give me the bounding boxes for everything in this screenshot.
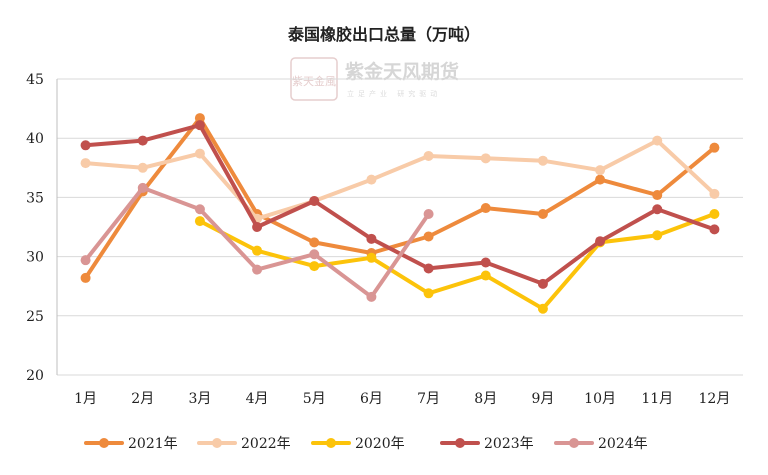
legend-label: 2024年 <box>598 436 648 452</box>
legend-item: 2020年 <box>311 436 405 452</box>
legend-swatch-marker <box>569 438 579 448</box>
series-line <box>197 212 717 311</box>
x-tick-label: 12月 <box>699 391 731 407</box>
legend-item: 2022年 <box>197 436 291 452</box>
data-point <box>537 278 548 289</box>
watermark-seal-text: 紫天金風 <box>292 74 336 88</box>
data-point <box>252 264 263 275</box>
data-point <box>252 222 263 232</box>
data-point <box>309 195 320 206</box>
data-point <box>366 252 377 263</box>
data-point <box>537 303 548 314</box>
x-tick-label: 10月 <box>584 391 616 407</box>
y-tick-label: 20 <box>26 368 44 384</box>
x-tick-label: 8月 <box>474 391 497 407</box>
data-point <box>366 233 377 244</box>
series-line <box>83 123 717 286</box>
data-point <box>137 135 148 146</box>
y-tick-label: 30 <box>26 250 44 266</box>
data-point <box>80 255 91 266</box>
data-point <box>423 231 434 242</box>
data-point <box>423 208 434 219</box>
y-axis-labels: 20 25 30 35 40 45 <box>26 72 44 384</box>
watermark-name: 紫金天风期货 <box>345 60 459 83</box>
data-point <box>595 174 606 185</box>
data-point <box>423 288 434 299</box>
data-point <box>80 158 91 169</box>
series-lines <box>80 113 720 314</box>
y-tick-label: 25 <box>26 309 44 325</box>
data-point <box>652 190 663 201</box>
data-point <box>652 135 663 146</box>
data-point <box>537 208 548 219</box>
data-point <box>480 270 491 281</box>
x-tick-label: 6月 <box>360 391 383 407</box>
legend-item: 2021年 <box>84 436 178 452</box>
data-point <box>80 272 91 283</box>
data-point <box>595 165 606 176</box>
data-point <box>137 162 148 173</box>
data-point <box>252 245 263 256</box>
legend-swatch-marker <box>326 438 336 448</box>
legend-swatch-marker <box>212 438 222 448</box>
x-tick-label: 7月 <box>417 391 440 407</box>
data-point <box>709 208 720 219</box>
data-point <box>537 155 548 166</box>
series-3 <box>194 208 720 314</box>
legend-label: 2023年 <box>484 436 534 452</box>
data-point <box>480 153 491 164</box>
watermark-subtitle: 立足产业 研究驱动 <box>347 89 441 98</box>
watermark: 紫天金風 紫金天风期货 立足产业 研究驱动 <box>290 57 459 101</box>
series-5 <box>80 182 434 302</box>
x-tick-label: 1月 <box>74 391 97 407</box>
data-point <box>595 236 606 247</box>
data-point <box>194 216 205 227</box>
data-point <box>709 224 720 235</box>
data-point <box>194 204 205 215</box>
data-point <box>194 113 205 124</box>
legend-swatch-marker <box>99 438 109 448</box>
data-point <box>709 142 720 153</box>
data-point <box>423 263 434 274</box>
x-tick-label: 2月 <box>131 391 154 407</box>
x-tick-label: 11月 <box>641 391 673 407</box>
data-point <box>652 204 663 215</box>
x-tick-label: 3月 <box>188 391 211 407</box>
x-tick-label: 9月 <box>531 391 554 407</box>
y-tick-label: 35 <box>26 190 44 206</box>
data-point <box>480 257 491 268</box>
legend-swatch-marker <box>455 438 465 448</box>
data-point <box>709 188 720 199</box>
y-tick-label: 40 <box>26 131 44 147</box>
legend-label: 2022年 <box>241 436 291 452</box>
y-tick-label: 45 <box>26 72 44 88</box>
data-point <box>194 148 205 159</box>
data-point <box>194 120 205 131</box>
data-point <box>80 140 91 151</box>
series-line <box>83 116 717 280</box>
series-line <box>83 138 717 221</box>
legend-item: 2024年 <box>554 436 648 452</box>
legend-label: 2021年 <box>128 436 178 452</box>
y-gridlines <box>56 78 743 376</box>
data-point <box>366 174 377 185</box>
data-point <box>366 291 377 302</box>
data-point <box>423 150 434 161</box>
x-axis-labels: 1月 2月 3月 4月 5月 6月 7月 8月 9月 10月 11月 12月 <box>74 391 730 407</box>
chart-title: 泰国橡胶出口总量（万吨） <box>287 25 480 44</box>
x-tick-label: 5月 <box>303 391 326 407</box>
legend-item: 2023年 <box>440 436 534 452</box>
data-point <box>652 230 663 241</box>
legend: 2021年 2022年 2020年 2023年 2024年 <box>84 436 648 452</box>
data-point <box>309 261 320 272</box>
x-tick-label: 4月 <box>246 391 269 407</box>
data-point <box>480 203 491 214</box>
data-point <box>309 237 320 248</box>
legend-label: 2020年 <box>355 436 405 452</box>
data-point <box>309 249 320 260</box>
data-point <box>137 182 148 193</box>
